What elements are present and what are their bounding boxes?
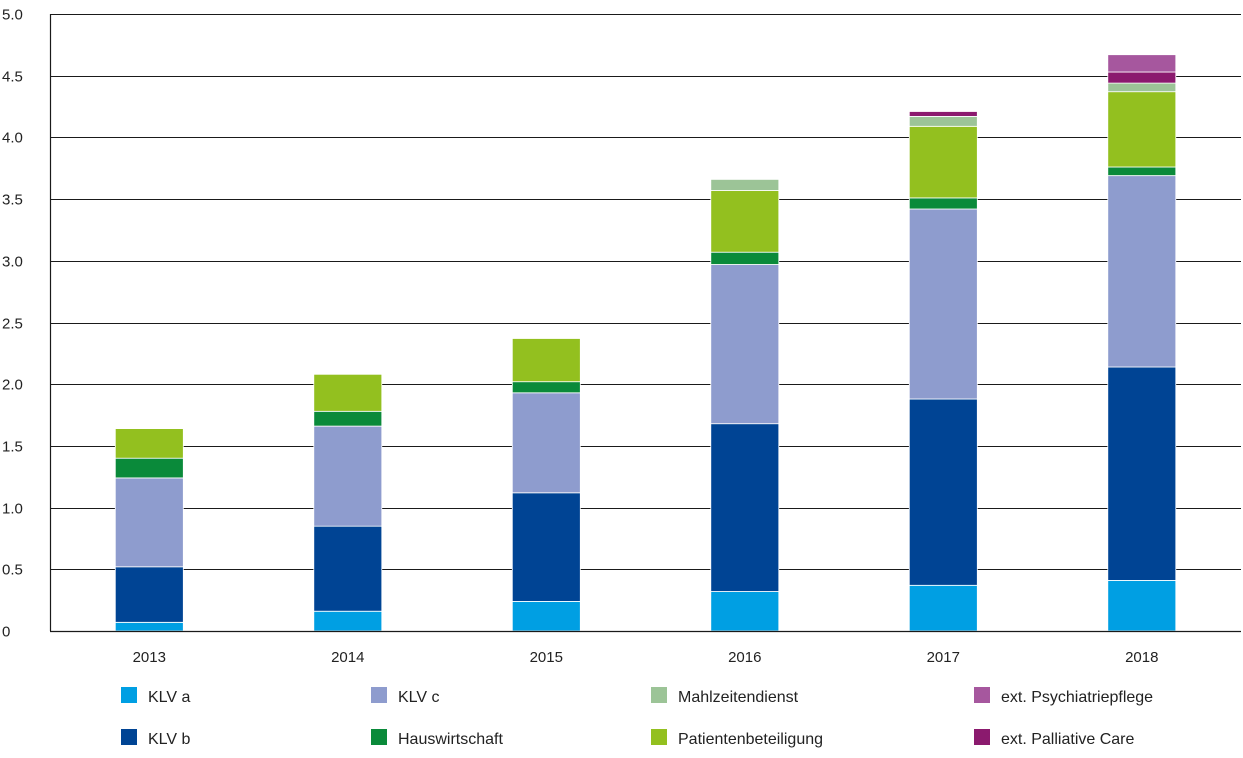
legend-swatch (371, 729, 387, 745)
legend-swatch (651, 687, 667, 703)
legend-label: Mahlzeitendienst (678, 689, 799, 706)
bar-segment (313, 425, 383, 527)
y-tick-label: 4.5 (2, 69, 23, 86)
x-tick-label: 2013 (133, 649, 166, 666)
bar-segment (114, 477, 184, 568)
legend-label: ext. Palliative Care (1001, 731, 1134, 748)
x-tick-label: 2016 (728, 649, 761, 666)
bar-segment (114, 566, 184, 623)
gridlines (50, 14, 1241, 570)
bar-segment (511, 601, 581, 632)
bar-segment (908, 125, 978, 199)
bar-segment (511, 381, 581, 394)
bar-segment (313, 610, 383, 632)
axes: 0 0.5 1.0 1.5 2.0 2.5 3.0 3.5 4.0 4.5 5.0 2013 2014 2… (2, 7, 1241, 666)
bar-segment (114, 622, 184, 632)
legend-label: KLV a (148, 689, 191, 706)
bar-stacks (114, 54, 1177, 632)
legend-label: KLV c (398, 689, 440, 706)
y-tick-label: 2.5 (2, 316, 23, 333)
bar-segment (908, 208, 978, 400)
x-tick-label: 2014 (331, 649, 364, 666)
bar-segment (511, 492, 581, 602)
bar-segment (710, 591, 780, 632)
bar-segment (1107, 175, 1177, 368)
bar-segment (313, 410, 383, 427)
legend-label: Hauswirtschaft (398, 731, 503, 748)
bar-segment (1107, 366, 1177, 581)
x-tick-label: 2015 (530, 649, 563, 666)
bar-segment (908, 398, 978, 586)
bar-segment (511, 392, 581, 494)
y-tick-label: 4.0 (2, 130, 23, 147)
y-tick-label: 0 (2, 624, 10, 641)
bar-segment (1107, 71, 1177, 84)
legend-label: Patientenbeteiligung (678, 731, 823, 748)
bar-segment (114, 457, 184, 479)
bar-segment (1107, 91, 1177, 168)
legend-swatch (974, 687, 990, 703)
y-tick-label: 2.0 (2, 377, 23, 394)
legend-swatch (974, 729, 990, 745)
legend-label: ext. Psychiatriepflege (1001, 689, 1153, 706)
bar-segment (908, 111, 978, 117)
x-tick-label: 2017 (927, 649, 960, 666)
bar-segment (313, 525, 383, 612)
y-tick-label: 3.5 (2, 192, 23, 209)
bar-segment (908, 584, 978, 632)
bar-segment (511, 338, 581, 383)
bar-segment (710, 251, 780, 265)
legend-swatch (121, 687, 137, 703)
bar-segment (1107, 54, 1177, 73)
legend-swatch (121, 729, 137, 745)
y-tick-label: 5.0 (2, 7, 23, 24)
bar-segment (114, 428, 184, 459)
bar-segment (313, 373, 383, 412)
bar-segment (710, 423, 780, 592)
bar-segment (710, 264, 780, 425)
bar-segment (1107, 82, 1177, 93)
legend-label: KLV b (148, 731, 191, 748)
legend: KLV a KLV c Mahlzeitendienst ext. Psychiatr… (121, 687, 1153, 748)
bar-segment (710, 190, 780, 253)
x-tick-label: 2018 (1125, 649, 1158, 666)
y-tick-label: 3.0 (2, 254, 23, 271)
bar-segment (1107, 166, 1177, 177)
y-tick-label: 1.5 (2, 439, 23, 456)
legend-swatch (371, 687, 387, 703)
y-tick-label: 1.0 (2, 501, 23, 518)
bar-segment (908, 116, 978, 127)
bar-segment (710, 178, 780, 191)
legend-swatch (651, 729, 667, 745)
bar-segment (1107, 580, 1177, 632)
y-tick-label: 0.5 (2, 562, 23, 579)
bar-segment (908, 197, 978, 210)
